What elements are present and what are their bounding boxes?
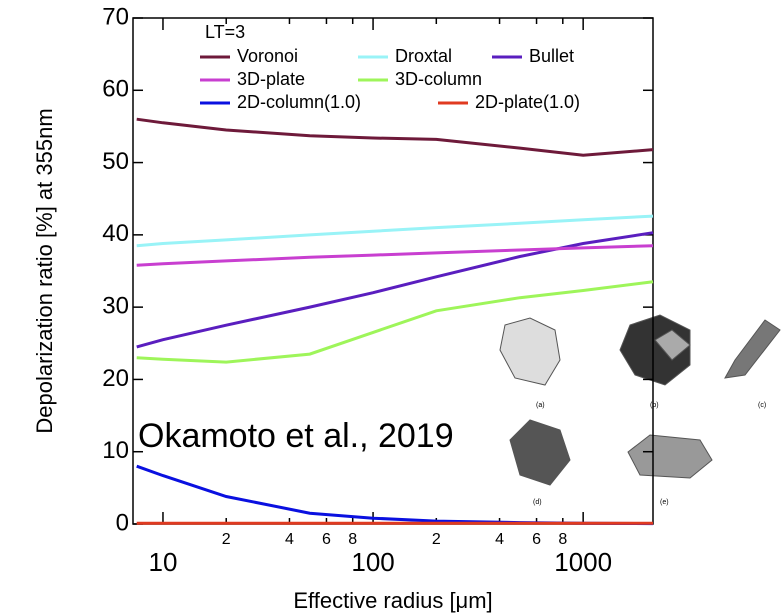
series-line xyxy=(137,282,653,362)
x-minor-tick-label: 8 xyxy=(348,531,357,548)
legend-label: 2D-column(1.0) xyxy=(237,92,361,112)
y-tick-label: 60 xyxy=(102,76,129,103)
series-line xyxy=(137,216,653,246)
crystal-e xyxy=(628,435,712,478)
y-tick-label: 50 xyxy=(102,148,129,175)
x-minor-tick-label: 6 xyxy=(322,531,331,548)
legend-label: 2D-plate(1.0) xyxy=(475,92,580,112)
y-tick-label: 0 xyxy=(116,509,129,536)
y-tick-label: 40 xyxy=(102,220,129,247)
crystal-c xyxy=(725,320,780,378)
x-minor-tick-label: 2 xyxy=(222,531,231,548)
crystal-label: (b) xyxy=(650,402,659,409)
series-line xyxy=(137,246,653,266)
series-line xyxy=(137,466,653,523)
x-minor-tick-label: 8 xyxy=(558,531,567,548)
chart: 01020304050607010246810024681000 Okamoto… xyxy=(0,0,784,616)
crystal-label: (a) xyxy=(536,402,545,409)
y-tick-label: 70 xyxy=(102,3,129,30)
y-tick-label: 20 xyxy=(102,365,129,392)
legend-label: Droxtal xyxy=(395,46,452,66)
annotation: Okamoto et al., 2019 xyxy=(138,417,454,455)
legend-label: Bullet xyxy=(529,46,574,66)
crystal-label: (c) xyxy=(758,402,766,409)
crystal-label: (e) xyxy=(660,499,669,506)
legend-label: Voronoi xyxy=(237,46,298,66)
y-tick-label: 10 xyxy=(102,437,129,464)
x-minor-tick-label: 6 xyxy=(532,531,541,548)
x-tick-label: 100 xyxy=(351,547,394,577)
x-tick-label: 10 xyxy=(149,547,178,577)
legend-label: 3D-plate xyxy=(237,69,305,89)
x-minor-tick-label: 4 xyxy=(495,531,504,548)
x-axis-label: Effective radius [μm] xyxy=(293,588,492,613)
crystal-images xyxy=(500,315,780,485)
x-tick-label: 1000 xyxy=(554,547,612,577)
crystal-d xyxy=(510,420,570,485)
series-line xyxy=(137,119,653,155)
y-tick-label: 30 xyxy=(102,292,129,319)
x-minor-tick-label: 4 xyxy=(285,531,294,548)
crystal-label: (d) xyxy=(533,499,542,506)
y-axis-label: Depolarization ratio [%] at 355nm xyxy=(32,108,57,433)
crystal-a xyxy=(500,318,560,385)
x-minor-tick-label: 2 xyxy=(432,531,441,548)
legend-title: LT=3 xyxy=(205,22,245,42)
legend-label: 3D-column xyxy=(395,69,482,89)
series-line xyxy=(137,233,653,347)
